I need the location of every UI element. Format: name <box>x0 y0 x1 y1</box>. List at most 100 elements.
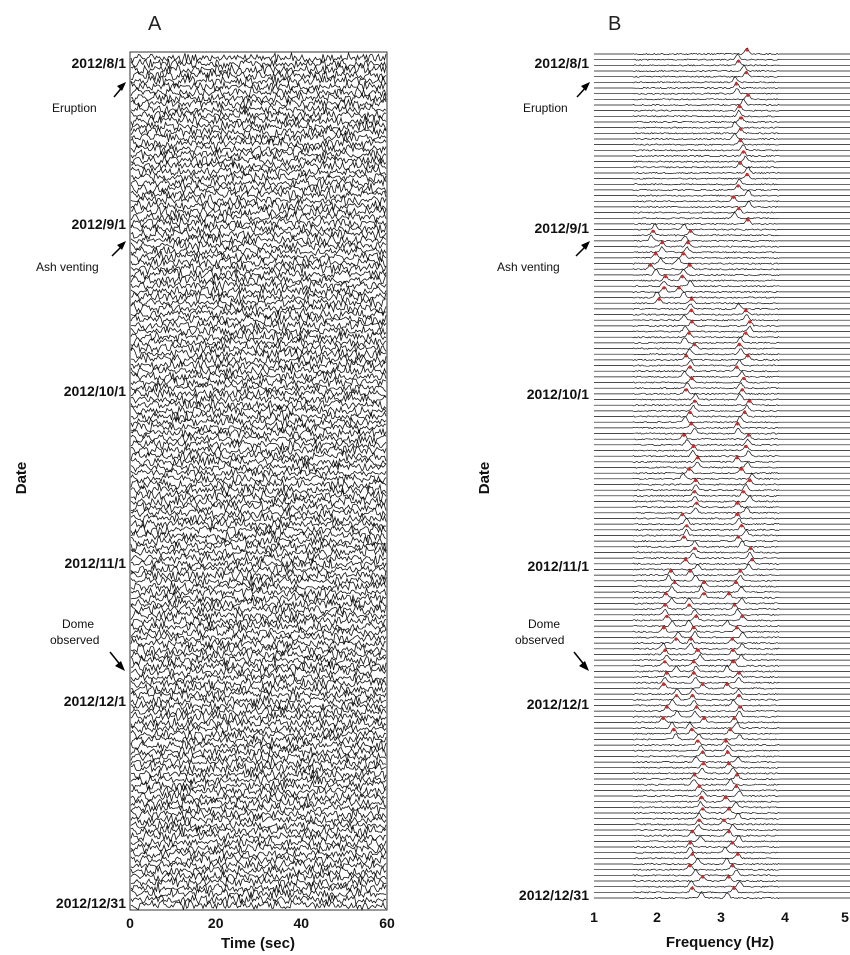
trace-b <box>594 892 850 900</box>
peak-marker <box>746 218 750 222</box>
trace-b <box>594 574 850 582</box>
peak-marker <box>742 490 746 494</box>
trace-b <box>594 428 850 435</box>
peak-marker <box>665 705 669 709</box>
trace-a <box>130 415 387 429</box>
trace-a <box>130 898 387 912</box>
trace-b <box>594 698 850 707</box>
peak-marker <box>689 422 693 426</box>
trace-a <box>130 251 387 264</box>
trace-b <box>594 557 850 565</box>
trace-a <box>130 545 387 559</box>
trace-a <box>130 523 387 537</box>
trace-b <box>594 613 850 622</box>
trace-a <box>130 848 387 860</box>
peak-marker <box>735 501 740 505</box>
trace-a <box>130 262 387 276</box>
trace-a <box>130 881 387 894</box>
trace-b <box>594 81 850 90</box>
peak-marker <box>696 739 700 743</box>
trace-b <box>594 829 850 837</box>
peak-marker <box>727 592 731 596</box>
trace-b <box>594 688 850 696</box>
trace-b <box>594 132 850 141</box>
trace-b <box>594 806 850 815</box>
trace-a <box>130 637 387 650</box>
peak-marker <box>749 546 753 551</box>
peak-marker <box>664 592 668 596</box>
peak-marker <box>690 376 694 381</box>
trace-b <box>594 421 850 429</box>
annotation-ash-b: Ash venting <box>497 260 560 274</box>
trace-a <box>130 217 387 231</box>
peak-marker <box>684 558 688 562</box>
peak-marker <box>696 648 700 653</box>
trace-b <box>594 404 850 412</box>
trace-b <box>594 331 850 339</box>
trace-a <box>130 615 387 628</box>
peak-marker <box>685 524 689 528</box>
trace-b <box>594 749 850 758</box>
trace-b <box>594 857 850 866</box>
trace-a <box>130 199 387 213</box>
trace-b <box>594 597 850 605</box>
trace-a <box>130 539 387 553</box>
peak-marker <box>694 614 698 619</box>
trace-a <box>130 875 387 889</box>
peak-marker <box>732 886 736 890</box>
trace-b <box>594 563 850 571</box>
trace-b <box>594 886 850 894</box>
trace-a <box>130 569 387 582</box>
trace-a <box>130 466 387 480</box>
trace-b <box>594 251 850 260</box>
trace-a <box>130 177 387 191</box>
trace-a <box>130 791 387 804</box>
trace-b <box>594 307 850 316</box>
peak-marker <box>688 864 692 868</box>
trace-b <box>594 500 850 509</box>
trace-b <box>594 517 850 526</box>
peak-marker <box>692 343 697 347</box>
trace-b <box>594 449 850 458</box>
trace-a <box>130 721 387 735</box>
peak-marker <box>680 512 685 517</box>
peak-marker <box>680 275 685 279</box>
peak-marker <box>662 682 666 687</box>
trace-b <box>594 568 850 577</box>
trace-b <box>594 337 850 345</box>
peak-marker <box>701 807 705 811</box>
trace-a <box>130 158 387 172</box>
panel-a-frame <box>129 51 388 911</box>
trace-a <box>130 461 387 474</box>
trace-b <box>594 630 850 639</box>
trace-b <box>594 116 850 124</box>
trace-b <box>594 325 850 333</box>
trace-b <box>594 75 850 84</box>
panel-b-peak-marks <box>648 48 754 890</box>
trace-a <box>130 761 387 776</box>
peak-marker <box>657 297 661 301</box>
trace-a <box>130 494 387 509</box>
trace-b <box>594 127 850 135</box>
trace-a <box>130 382 387 395</box>
panel-b-xlabel: Frequency (Hz) <box>666 934 774 951</box>
peak-marker <box>744 309 748 313</box>
peak-marker <box>660 241 664 245</box>
trace-b <box>594 608 850 616</box>
peak-marker <box>689 637 693 641</box>
peak-marker <box>673 580 677 585</box>
trace-a <box>130 364 387 377</box>
trace-b <box>594 121 850 129</box>
trace-b <box>594 489 850 497</box>
peak-marker <box>688 841 692 845</box>
trace-b <box>594 851 850 860</box>
trace-b <box>594 704 850 713</box>
trace-b <box>594 467 850 475</box>
trace-a <box>130 528 387 543</box>
trace-b <box>594 415 850 424</box>
peak-marker <box>735 626 739 630</box>
peak-marker <box>726 750 730 755</box>
trace-b <box>594 778 850 786</box>
trace-b <box>594 835 850 843</box>
